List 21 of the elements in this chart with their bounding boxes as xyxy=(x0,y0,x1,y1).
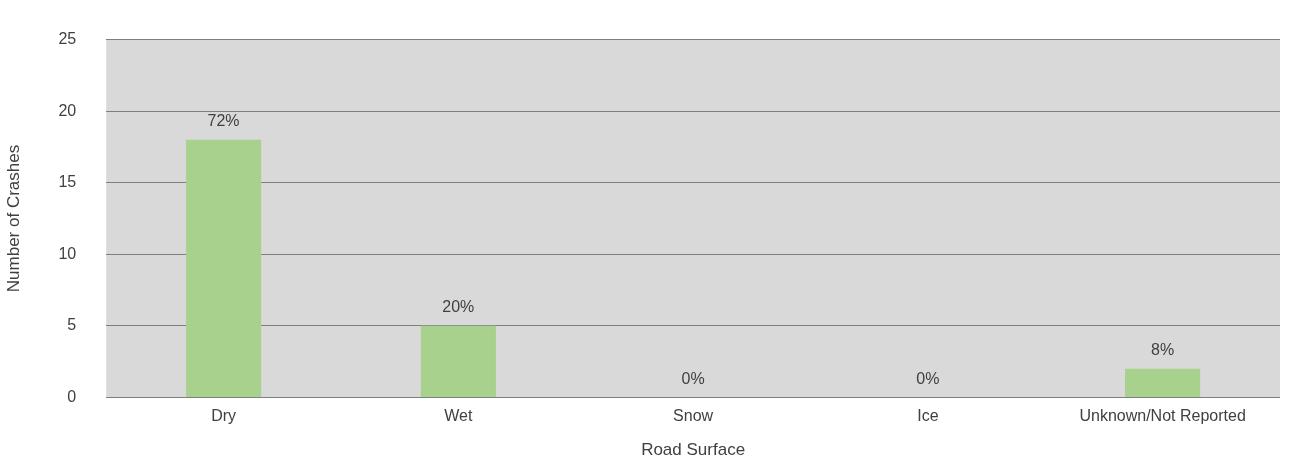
bar xyxy=(420,325,496,397)
x-axis-title: Road Surface xyxy=(641,440,746,460)
annotation: 0% xyxy=(681,369,705,387)
x-tick-label: Unknown/Not Reported xyxy=(1079,407,1246,425)
bar xyxy=(186,139,262,397)
x-tick-label: Snow xyxy=(673,407,714,425)
y-tick-label: 0 xyxy=(67,387,77,405)
bar xyxy=(1125,368,1201,397)
x-tick-label: Dry xyxy=(211,407,237,425)
y-tick-label: 20 xyxy=(58,101,77,119)
x-tick-label: Ice xyxy=(917,407,939,425)
y-axis-title: Number of Crashes xyxy=(3,144,23,293)
annotation: 72% xyxy=(207,112,240,130)
annotation: 8% xyxy=(1151,341,1175,359)
x-tick-label: Wet xyxy=(444,407,473,425)
y-tick-label: 5 xyxy=(67,316,77,334)
y-tick-label: 25 xyxy=(58,30,77,48)
y-tick-label: 15 xyxy=(58,173,77,191)
y-tick-label: 10 xyxy=(58,244,77,262)
annotation: 20% xyxy=(442,298,475,316)
annotation: 0% xyxy=(916,369,940,387)
